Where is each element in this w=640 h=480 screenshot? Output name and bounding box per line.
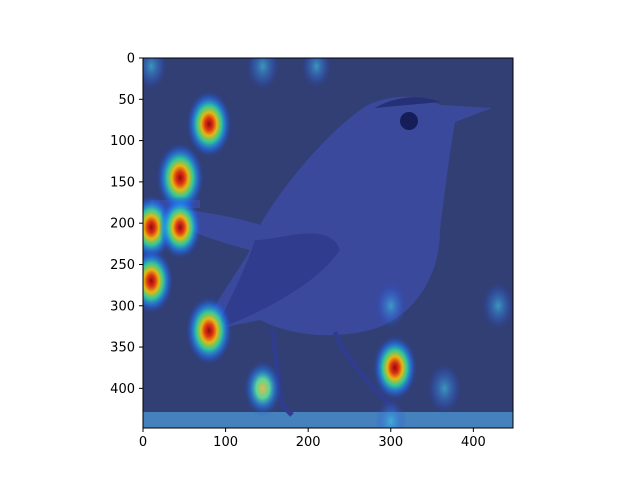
plot-area — [143, 58, 513, 428]
x-axis: 0 100 200 300 400 — [139, 428, 486, 450]
bird-silhouette — [150, 96, 492, 417]
heatmap-hotspot — [186, 90, 232, 158]
heatmap-hotspot — [143, 248, 174, 314]
y-tick-label: 150 — [110, 175, 135, 190]
heatmap-hotspot — [143, 58, 168, 90]
y-tick-label: 300 — [110, 299, 135, 314]
x-tick-label: 300 — [378, 435, 403, 450]
heatmap-hotspot — [243, 360, 282, 417]
y-tick-label: 350 — [110, 341, 135, 356]
heatmap-hotspot — [185, 296, 233, 365]
y-tick-label: 0 — [127, 52, 135, 67]
heatmap-hotspot — [372, 335, 417, 401]
y-axis: 0 50 100 150 200 250 300 350 400 — [110, 52, 143, 397]
heatmap-hotspot — [301, 58, 332, 89]
heatmap-hotspot — [375, 398, 407, 428]
y-tick-label: 100 — [110, 134, 135, 149]
y-tick-label: 50 — [118, 93, 135, 108]
heatmap-hotspot — [158, 195, 202, 259]
heatmap-hotspot — [374, 282, 407, 330]
y-tick-label: 250 — [110, 258, 135, 273]
heatmap-hotspot — [482, 282, 513, 330]
x-tick-label: 400 — [461, 435, 486, 450]
y-tick-label: 400 — [110, 382, 135, 397]
plot-frame — [142, 57, 514, 429]
photo-ground — [143, 412, 513, 428]
heatmap-hotspot — [246, 58, 280, 91]
x-tick-label: 200 — [296, 435, 321, 450]
heatmap-hotspot — [156, 142, 204, 213]
y-tick-label: 200 — [110, 217, 135, 232]
heatmap-hotspot — [427, 362, 462, 414]
heatmap-hotspots — [143, 58, 513, 428]
x-tick-label: 0 — [139, 435, 147, 450]
x-tick-label: 100 — [213, 435, 238, 450]
